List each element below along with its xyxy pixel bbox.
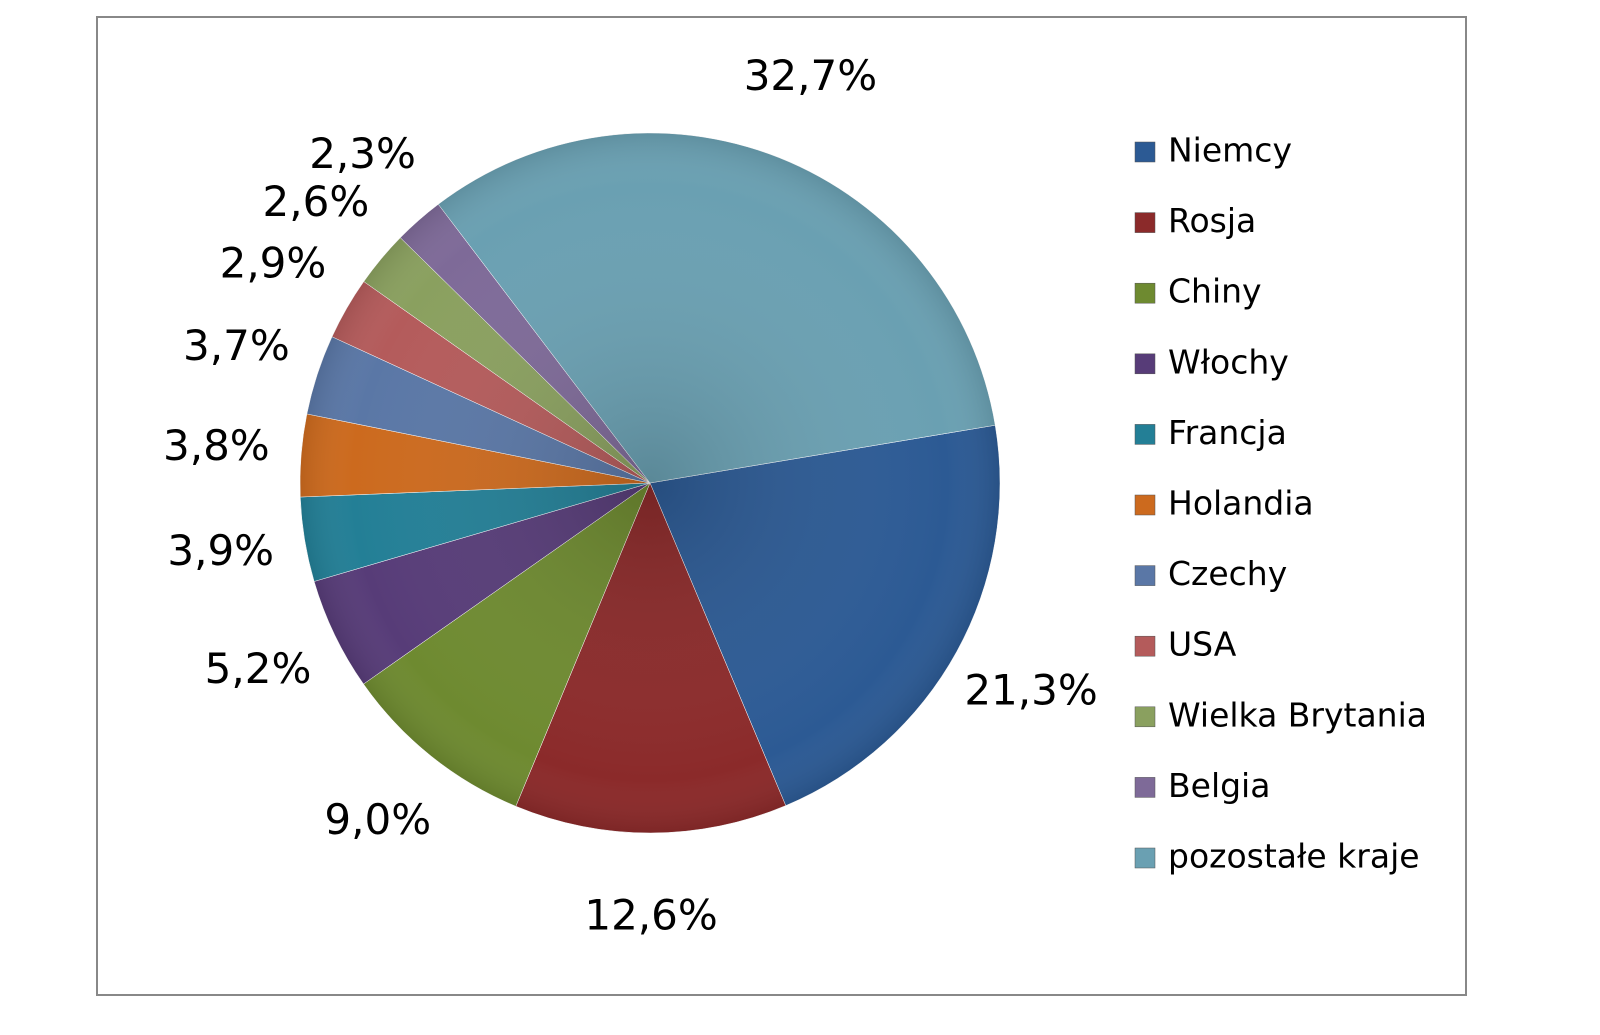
legend-label: Francja xyxy=(1168,413,1287,452)
legend-swatch xyxy=(1134,141,1156,163)
legend-swatch xyxy=(1134,212,1156,233)
value-label: 3,9% xyxy=(167,526,274,575)
legend-swatch xyxy=(1134,282,1156,304)
value-label: 32,7% xyxy=(744,51,877,100)
legend-label: Holandia xyxy=(1168,484,1314,523)
legend-label: Wielka Brytania xyxy=(1168,695,1427,734)
legend-swatch xyxy=(1134,565,1156,586)
legend-swatch xyxy=(1134,494,1156,516)
value-label: 3,8% xyxy=(163,421,270,470)
legend-swatch xyxy=(1134,777,1156,798)
value-label: 12,6% xyxy=(584,890,717,939)
value-label: 2,3% xyxy=(309,129,416,178)
legend-swatch xyxy=(1134,706,1156,728)
legend-label: pozostałe kraje xyxy=(1168,837,1420,876)
legend-swatch xyxy=(1134,353,1156,375)
legend-label: Rosja xyxy=(1168,201,1256,240)
value-label: 21,3% xyxy=(964,665,1097,714)
value-label: 2,6% xyxy=(263,177,370,226)
legend-swatch xyxy=(1134,847,1156,869)
value-label: 9,0% xyxy=(324,795,431,844)
value-label: 2,9% xyxy=(220,239,327,288)
legend-swatch xyxy=(1134,424,1156,445)
legend-label: Belgia xyxy=(1168,766,1270,805)
legend-label: Chiny xyxy=(1168,272,1262,311)
legend-label: Czechy xyxy=(1168,554,1287,593)
legend-swatch xyxy=(1134,635,1156,657)
legend-label: Włochy xyxy=(1168,342,1289,381)
value-label: 3,7% xyxy=(183,321,290,370)
legend-label: USA xyxy=(1168,625,1237,664)
value-label: 5,2% xyxy=(205,644,312,693)
legend-label: Niemcy xyxy=(1168,131,1292,170)
